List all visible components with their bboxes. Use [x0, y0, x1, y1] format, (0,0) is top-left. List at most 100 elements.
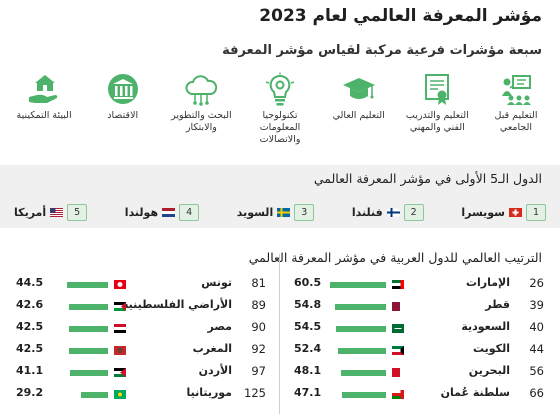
rank-label: 40: [529, 320, 544, 334]
value-label: 47.1: [294, 386, 322, 399]
top5-item-1: 1 سويسرا: [461, 202, 546, 222]
bar-mark: [66, 282, 108, 288]
rank-label: 92: [251, 342, 266, 356]
top5-section: الدول الـ5 الأولى في مؤشر المعرفة العالم…: [0, 165, 560, 228]
chart-column-gulf: 26 الإمارات 60.5 39 قطر 54.8 40 السعودية 54.5 44 ا…: [294, 276, 544, 416]
country-label: المغرب: [192, 342, 232, 355]
value-label: 42.5: [16, 342, 44, 355]
value-label: 29.2: [16, 386, 44, 399]
egypt-flag-icon: [114, 324, 126, 333]
graduation-cap-icon: [342, 78, 375, 99]
finland-flag-icon: [386, 207, 400, 217]
switzerland-flag-icon: [509, 207, 522, 217]
page-title: مؤشر المعرفة العالمي لعام 2023: [259, 6, 542, 26]
bar-mark: [335, 326, 386, 332]
chart-row: 125 موريتانيا 29.2: [16, 386, 266, 403]
value-label: 48.1: [294, 364, 322, 377]
chart-row: 97 الأردن 41.1: [16, 364, 266, 381]
top5-item-3: 3 السويد: [236, 202, 315, 222]
bar-mark: [68, 326, 108, 332]
country-label: تونس: [201, 276, 232, 289]
bar-mark: [330, 282, 386, 288]
pillar-label: البيئة التمكينية: [16, 110, 72, 121]
lightbulb-gear-icon: [265, 72, 295, 106]
palestine-flag-icon: [114, 302, 126, 311]
country-label: الأراضي الفلسطينية: [121, 298, 232, 311]
country-name: سويسرا: [461, 205, 505, 219]
oman-flag-icon: [392, 390, 404, 399]
top5-list: 1 سويسرا 2 فنلندا 3 السويد: [14, 202, 546, 222]
bar-mark: [68, 348, 108, 354]
rank-label: 26: [529, 276, 544, 290]
value-label: 41.1: [16, 364, 44, 377]
rank-label: 66: [529, 386, 544, 400]
saudi-flag-icon: [392, 324, 404, 333]
value-label: 44.5: [16, 276, 44, 289]
country-name: السويد: [236, 205, 274, 219]
pillar-label: التعليم والتدريب الفني والمهني: [405, 110, 469, 133]
cloud-network-icon: [185, 75, 218, 106]
chart-row: 81 تونس 44.5: [16, 276, 266, 293]
classroom-icon: [502, 75, 531, 105]
pillar-label: التعليم قبل الجامعي: [494, 110, 538, 133]
rank-badge: 3: [294, 203, 315, 221]
morocco-flag-icon: [114, 346, 126, 355]
usa-flag-icon: [50, 207, 64, 217]
country-label: سلطنة عُمان: [440, 386, 510, 399]
pillar-vocational: التعليم والتدريب الفني والمهني: [401, 72, 473, 152]
country-name: أمريكا: [14, 205, 47, 219]
country-label: قطر: [485, 298, 510, 311]
country-label: الكويت: [473, 342, 510, 355]
rank-badge: 2: [403, 203, 424, 221]
chart-row: 56 البحرين 48.1: [294, 364, 544, 381]
country-label: البحرين: [468, 364, 510, 377]
top5-item-4: 4 هولندا: [124, 202, 200, 222]
pillar-label: البحث والتطوير والابتكار: [171, 110, 232, 133]
netherlands-flag-icon: [162, 207, 176, 217]
certificate-icon: [425, 74, 450, 105]
economy-building-icon: [107, 74, 138, 104]
sweden-flag-icon: [277, 207, 291, 217]
chart-row: 40 السعودية 54.5: [294, 320, 544, 337]
bahrain-flag-icon: [392, 368, 404, 377]
value-label: 54.8: [294, 298, 322, 311]
tunisia-flag-icon: [114, 280, 126, 289]
column-divider: [279, 254, 280, 414]
rank-label: 39: [529, 298, 544, 312]
pillar-label: الاقتصاد: [107, 110, 139, 121]
mauritania-flag-icon: [114, 390, 126, 399]
pillar-enabling-environment: البيئة التمكينية: [8, 72, 80, 152]
rank-badge: 1: [526, 203, 546, 221]
country-label: الإمارات: [465, 276, 510, 289]
chart-row: 44 الكويت 52.4: [294, 342, 544, 359]
bar-mark: [69, 370, 108, 376]
value-label: 42.6: [16, 298, 44, 311]
country-label: موريتانيا: [186, 386, 232, 399]
top5-item-5: 5 أمريكا: [14, 202, 88, 222]
rank-label: 90: [251, 320, 266, 334]
chart-title: الترتيب العالمي للدول العربية في مؤشر ال…: [248, 250, 542, 265]
pillar-label: التعليم العالي: [332, 110, 385, 121]
pillars-row: التعليم قبل الجامعي التعليم والتدريب الف…: [8, 72, 552, 152]
chart-row: 26 الإمارات 60.5: [294, 276, 544, 293]
pillar-higher-education: التعليم العالي: [323, 72, 395, 152]
rank-badge: 5: [67, 203, 88, 221]
rank-label: 89: [251, 298, 266, 312]
bar-mark: [335, 304, 386, 310]
pillars-subtitle: سبعة مؤشرات فرعية مركبة لقياس مؤشر المعر…: [222, 43, 542, 58]
rank-label: 97: [251, 364, 266, 378]
rank-label: 44: [529, 342, 544, 356]
uae-flag-icon: [392, 280, 404, 289]
bar-mark: [341, 370, 386, 376]
chart-row: 89 الأراضي الفلسطينية 42.6: [16, 298, 266, 315]
bar-mark: [342, 392, 386, 398]
country-label: السعودية: [461, 320, 510, 333]
value-label: 42.5: [16, 320, 44, 333]
chart-row: 39 قطر 54.8: [294, 298, 544, 315]
chart-row: 90 مصر 42.5: [16, 320, 266, 337]
chart-row: 92 المغرب 42.5: [16, 342, 266, 359]
chart-row: 66 سلطنة عُمان 47.1: [294, 386, 544, 403]
country-name: هولندا: [124, 205, 159, 219]
jordan-flag-icon: [114, 368, 126, 377]
country-label: مصر: [207, 320, 233, 333]
